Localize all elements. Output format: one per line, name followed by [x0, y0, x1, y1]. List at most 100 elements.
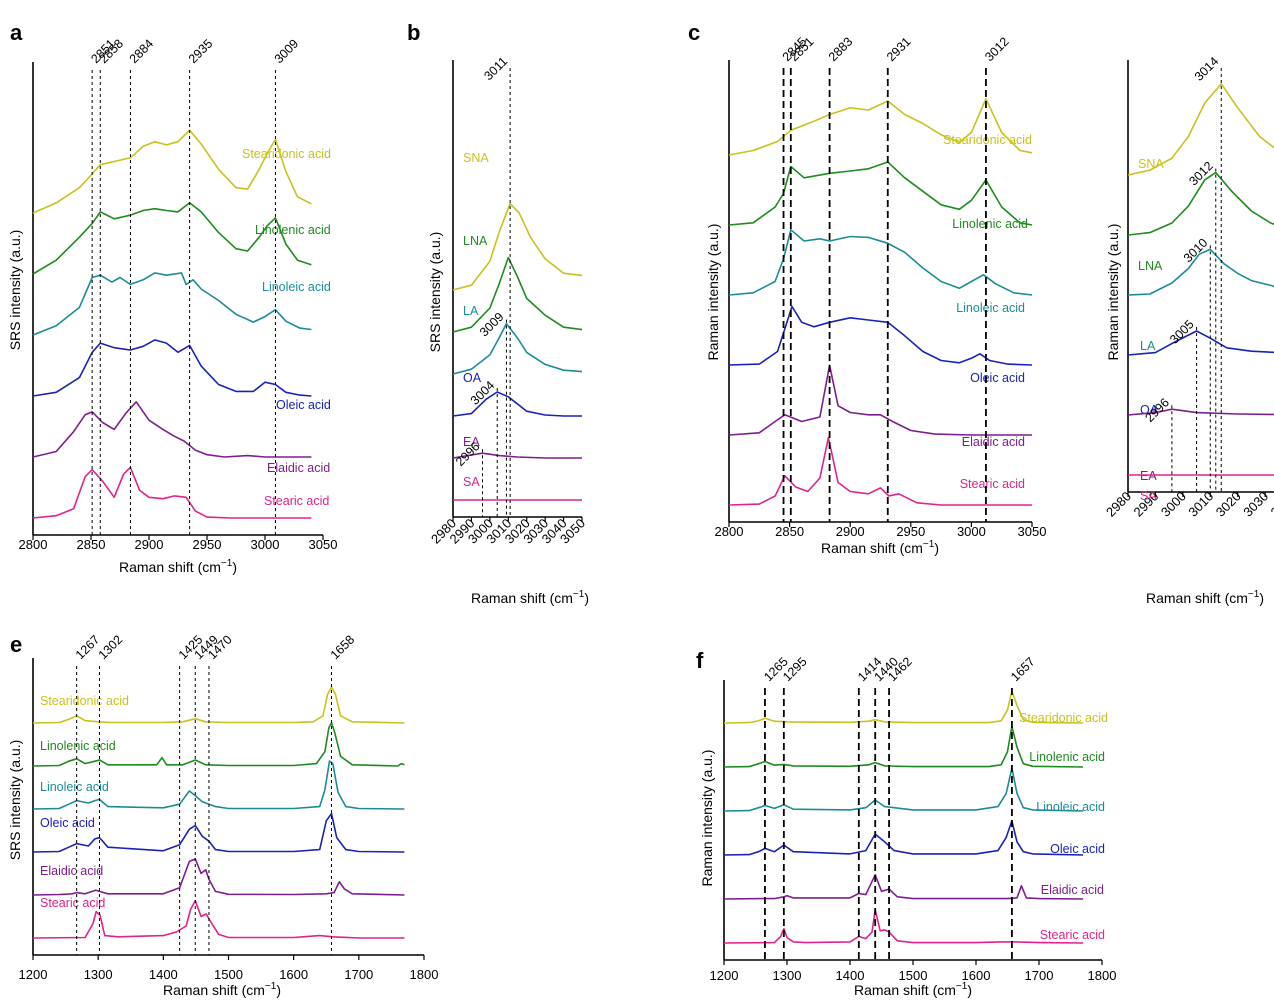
x-axis-label: Raman shift (cm−1): [854, 981, 972, 998]
x-tick-label: 2950: [896, 524, 925, 539]
x-tick-label: 2980: [1103, 489, 1134, 520]
series-label-ea: EA: [1140, 469, 1157, 483]
x-tick-label: 3000: [957, 524, 986, 539]
x-tick-label: 1300: [84, 967, 113, 982]
series-label-sa: Stearic acid: [960, 477, 1025, 491]
peak-label: 3005: [1167, 317, 1197, 347]
peak-label: 3014: [1192, 54, 1222, 84]
series-label-sa: Stearic acid: [264, 494, 329, 508]
x-tick-label: 3050: [1018, 524, 1047, 539]
y-axis-label: SRS intensity (a.u.): [7, 740, 23, 861]
series-label-ea: Elaidic acid: [267, 461, 330, 475]
x-tick-label: 3000: [251, 537, 280, 552]
x-axis-label: Raman shift (cm−1): [1146, 589, 1264, 606]
series-line-sa: [724, 910, 1083, 943]
series-label-oa: Oleic acid: [276, 398, 331, 412]
series-line-oa: [33, 340, 311, 396]
x-tick-label: 3010: [1185, 489, 1216, 520]
panel-label: e: [10, 632, 22, 657]
panel-label: b: [407, 20, 420, 45]
series-label-la: Linoleic acid: [956, 301, 1025, 315]
x-tick-label: 1500: [214, 967, 243, 982]
x-tick-label: 1600: [279, 967, 308, 982]
panel-label: d: [1080, 20, 1093, 45]
series-label-sna: Stearidonic acid: [1019, 711, 1108, 725]
panel-label: f: [696, 648, 704, 673]
series-label-ea: Elaidic acid: [40, 864, 103, 878]
x-tick-label: 2800: [715, 524, 744, 539]
series-label-oa: Oleic acid: [970, 371, 1025, 385]
x-axis-label: Raman shift (cm−1): [119, 558, 237, 575]
series-label-sa: Stearic acid: [40, 896, 105, 910]
series-line-lna: [453, 258, 582, 332]
panel-d: d29802990300030103020303030403050Raman s…: [1080, 20, 1274, 606]
x-axis-label: Raman shift (cm−1): [471, 589, 589, 606]
y-axis-label: Raman intensity (a.u.): [699, 750, 715, 887]
series-line-sna: [33, 130, 311, 213]
series-label-ea: Elaidic acid: [1041, 883, 1104, 897]
peak-label: 2884: [127, 37, 157, 67]
series-label-lna: LNA: [463, 234, 488, 248]
series-label-sna: Stearidonic acid: [242, 147, 331, 161]
panel-label: a: [10, 20, 23, 45]
x-tick-label: 2850: [77, 537, 106, 552]
x-tick-label: 1400: [836, 968, 865, 983]
series-label-sna: Stearidonic acid: [40, 694, 129, 708]
x-tick-label: 2850: [775, 524, 804, 539]
series-label-sna: SNA: [1138, 157, 1164, 171]
x-tick-label: 1200: [19, 967, 48, 982]
peak-label: 1302: [96, 633, 126, 663]
x-tick-label: 1200: [710, 968, 739, 983]
series-label-oa: OA: [463, 371, 482, 385]
series-line-ea: [33, 402, 311, 457]
x-tick-label: 3000: [1158, 489, 1189, 520]
y-axis-label: Raman intensity (a.u.): [705, 224, 721, 361]
series-label-lna: Linolenic acid: [255, 223, 331, 237]
panel-label: c: [688, 20, 700, 45]
peak-label: 1657: [1008, 655, 1038, 685]
peak-label: 3012: [982, 35, 1012, 65]
peak-label: 3011: [481, 54, 510, 83]
series-line-oa: [724, 821, 1083, 855]
series-label-sa: SA: [1140, 489, 1157, 503]
series-label-lna: Linolenic acid: [952, 217, 1028, 231]
series-label-la: Linoleic acid: [262, 280, 331, 294]
x-tick-label: 1300: [773, 968, 802, 983]
peak-label: 1267: [73, 633, 103, 663]
peak-label: 3009: [272, 37, 302, 67]
x-axis-label: Raman shift (cm−1): [163, 981, 281, 998]
peak-label: 3012: [1186, 159, 1216, 189]
series-label-sna: SNA: [463, 151, 489, 165]
series-line-lna: [33, 203, 311, 274]
series-line-la: [724, 768, 1083, 811]
series-label-sna: Stearidonic acid: [943, 133, 1032, 147]
x-tick-label: 1700: [344, 967, 373, 982]
x-tick-label: 2800: [19, 537, 48, 552]
peak-label: 2883: [826, 35, 856, 65]
y-axis-label: SRS intensity (a.u.): [7, 230, 23, 351]
series-label-lna: Linolenic acid: [40, 739, 116, 753]
peak-label: 2931: [884, 35, 914, 65]
series-label-la: Linoleic acid: [40, 780, 109, 794]
peak-label: 2935: [186, 37, 216, 67]
x-tick-label: 1500: [899, 968, 928, 983]
series-label-oa: Oleic acid: [1050, 842, 1105, 856]
x-tick-label: 1800: [410, 967, 439, 982]
x-axis-label: Raman shift (cm−1): [821, 539, 939, 556]
series-line-la: [453, 324, 582, 374]
series-label-la: Linoleic acid: [1036, 800, 1105, 814]
x-tick-label: 3050: [309, 537, 338, 552]
y-axis-label: SRS intensity (a.u.): [427, 232, 443, 353]
x-tick-label: 3020: [1213, 489, 1244, 520]
series-label-lna: Linolenic acid: [1029, 750, 1105, 764]
series-line-ea: [724, 875, 1083, 899]
x-tick-label: 2900: [135, 537, 164, 552]
x-tick-label: 1400: [149, 967, 178, 982]
series-label-sa: Stearic acid: [1040, 928, 1105, 942]
x-tick-label: 1700: [1025, 968, 1054, 983]
panel-e: e 1200 1300 1400 1500 1600 1700 1800 Raman shift…: [7, 632, 438, 998]
peak-label: 1658: [328, 633, 358, 663]
peak-label: 3010: [1181, 236, 1211, 266]
